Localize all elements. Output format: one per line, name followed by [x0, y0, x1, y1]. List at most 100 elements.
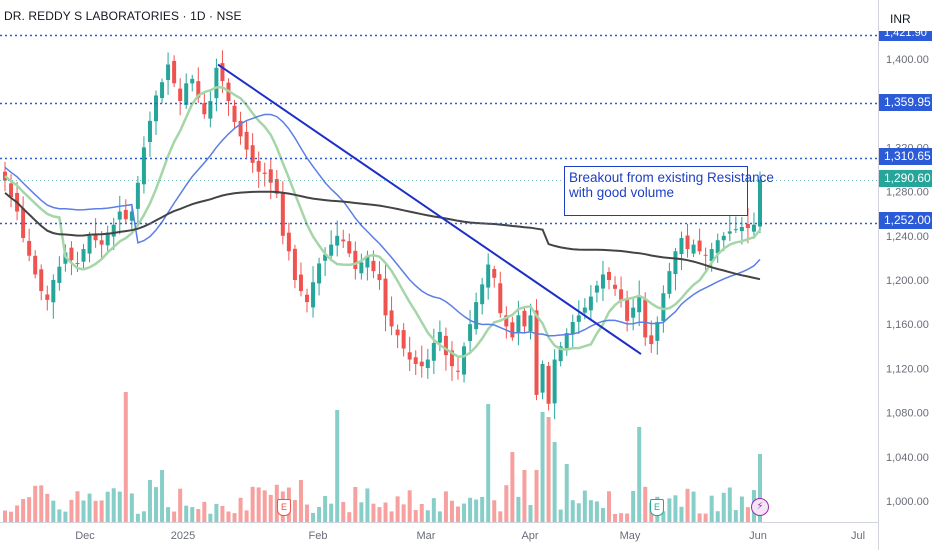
candle-body: [9, 183, 14, 198]
candle-body: [111, 224, 116, 237]
volume-bar: [9, 511, 14, 522]
currency-label[interactable]: INR: [890, 12, 911, 26]
volume-bar: [564, 464, 569, 522]
candle-body: [703, 254, 708, 256]
volume-bar: [347, 512, 352, 522]
candle-body: [99, 240, 104, 245]
volume-bar: [323, 496, 328, 522]
volume-bar: [546, 417, 551, 522]
candle-body: [341, 239, 346, 242]
x-tick-label: Dec: [75, 530, 95, 542]
candle-body: [691, 244, 696, 254]
volume-bar: [443, 491, 448, 522]
volume-bar: [389, 511, 394, 522]
x-tick-label: May: [620, 530, 641, 542]
volume-bar: [733, 510, 738, 522]
candle-body: [504, 315, 509, 327]
candle-body: [172, 60, 177, 84]
volume-bar: [504, 485, 509, 522]
volume-bar: [226, 511, 231, 522]
volume-bar: [63, 511, 68, 522]
volume-bar: [456, 506, 460, 522]
volume-bar: [474, 499, 479, 522]
candle-body: [39, 269, 44, 292]
lightning-icon[interactable]: ⚡: [751, 498, 769, 516]
candle-body: [667, 271, 672, 294]
volume-bar: [27, 497, 32, 522]
x-tick-label: Feb: [309, 530, 328, 542]
volume-bar: [739, 496, 744, 522]
volume-bar: [691, 491, 696, 522]
volume-bar: [365, 488, 370, 522]
volume-bar: [631, 491, 636, 522]
candle-body: [419, 361, 424, 367]
candle-body: [87, 235, 92, 254]
annotation-box[interactable]: Breakout from existing Resistance with g…: [564, 166, 774, 216]
volume-bar: [21, 499, 26, 522]
candle-body: [486, 264, 491, 288]
candle-body: [178, 88, 183, 101]
candle-body: [727, 231, 732, 234]
x-tick-label: Jun: [749, 530, 767, 542]
y-tick-label: 1,400.00: [886, 54, 929, 66]
volume-bar: [305, 504, 309, 522]
chart-title: DR. REDDY S LABORATORIES · 1D · NSE: [4, 9, 242, 23]
volume-bar: [292, 499, 297, 522]
candle-body: [631, 307, 636, 318]
candle-body: [619, 289, 624, 300]
volume-bar: [172, 511, 177, 522]
candle-body: [474, 302, 479, 330]
volume-bar: [262, 490, 267, 522]
earnings-event-icon-2[interactable]: E: [650, 499, 664, 516]
candle-body: [745, 223, 750, 229]
candle-body: [492, 269, 497, 278]
volume-bar: [377, 507, 382, 522]
candle-body: [558, 346, 563, 362]
annotation-line-2: with good volume: [569, 185, 675, 200]
candle-body: [45, 294, 50, 300]
levels-layer: [0, 34, 878, 225]
volume-bar: [486, 404, 491, 522]
candle-body: [292, 248, 297, 280]
volume-bar: [371, 503, 376, 522]
candle-body: [643, 299, 648, 338]
volume-bar: [214, 503, 219, 522]
candle-body: [540, 363, 545, 393]
candle-body: [607, 271, 611, 280]
candle-body: [582, 307, 587, 313]
earnings-event-icon[interactable]: E: [277, 499, 291, 516]
candle-body: [546, 365, 551, 404]
volume-bar: [522, 470, 527, 522]
volume-bar: [667, 498, 672, 522]
volume-bar: [607, 491, 611, 522]
candle-body: [383, 278, 388, 316]
volume-bar: [57, 509, 62, 522]
volume-bar: [685, 488, 690, 522]
candle-body: [637, 296, 642, 313]
price-tag-top: 1,421.90: [879, 31, 932, 41]
volume-bar: [335, 410, 340, 522]
candle-body: [758, 179, 762, 227]
ma20-line: [4, 86, 761, 358]
candle-body: [600, 274, 605, 289]
candle-body: [166, 64, 171, 81]
volume-bar: [401, 504, 406, 522]
candle-body: [456, 370, 460, 372]
candle-body: [679, 238, 684, 255]
volume-bar: [178, 488, 183, 522]
candle-body: [359, 262, 364, 274]
candle-body: [220, 63, 225, 82]
candle-body: [733, 229, 738, 231]
volume-bar: [33, 485, 38, 522]
price-tag-resistance-1: 1,359.95: [879, 94, 932, 111]
candle-body: [208, 100, 213, 119]
candle-body: [202, 103, 207, 115]
candle-body: [232, 105, 237, 122]
candle-body: [286, 232, 291, 252]
candle-body: [105, 232, 110, 246]
candle-body: [21, 208, 26, 239]
volume-bar: [15, 505, 20, 522]
volume-bar: [727, 487, 732, 522]
volume-bar: [341, 501, 346, 522]
